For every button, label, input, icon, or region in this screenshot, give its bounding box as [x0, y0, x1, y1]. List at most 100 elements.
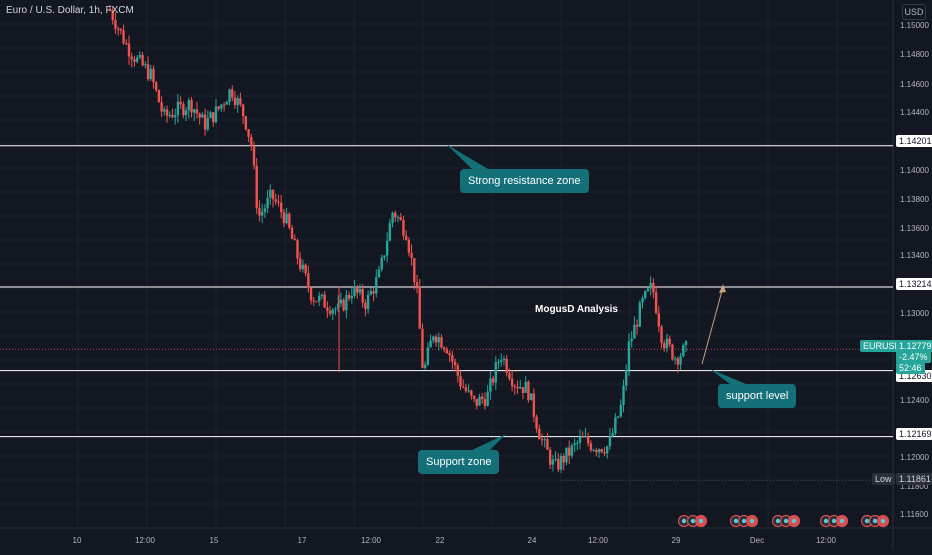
candle-body [429, 340, 432, 348]
candle-body [334, 308, 337, 310]
candle-body [546, 439, 549, 450]
candle-body [521, 387, 525, 393]
economic-event-icon-dot [749, 518, 755, 524]
candle-body [595, 450, 598, 453]
candle-body [548, 449, 552, 465]
candle-body [630, 338, 633, 342]
price-tick-label: 1.13600 [900, 224, 929, 233]
candle-body [364, 302, 367, 310]
candle-body [470, 390, 473, 396]
economic-event-icon-dot [741, 518, 747, 524]
economic-event-icon-dot [872, 518, 878, 524]
candle-body [467, 390, 470, 392]
candle-body [266, 197, 269, 209]
candle-body [328, 310, 332, 314]
candle-body [437, 337, 440, 343]
candle-body [214, 106, 218, 123]
currency-selector[interactable]: USD [902, 4, 926, 20]
candle-body [646, 288, 650, 291]
candle-body [203, 114, 207, 130]
candle-body [252, 146, 256, 166]
candle-body [451, 355, 454, 362]
candle-body [152, 68, 155, 83]
candle-body [190, 100, 193, 113]
candle-body [481, 396, 484, 400]
time-tick-label: 17 [298, 536, 307, 545]
candle-body [513, 386, 517, 388]
resistance-callout[interactable]: Strong resistance zone [460, 169, 589, 193]
candle-body [231, 89, 234, 98]
candle-body [565, 447, 568, 463]
candle-body [402, 219, 405, 236]
economic-event-icon-dot [681, 518, 687, 524]
candle-body [516, 386, 519, 389]
candle-body [198, 113, 201, 118]
candle-body [508, 373, 511, 379]
support-level-callout[interactable]: support level [718, 384, 797, 408]
candle-body [323, 294, 326, 308]
candle-body [277, 201, 280, 203]
candle-body [377, 269, 381, 278]
candle-body [529, 393, 533, 401]
candle-body [616, 416, 620, 418]
candle-body [179, 101, 182, 105]
candle-body [671, 344, 674, 360]
candle-body [345, 294, 348, 311]
candle-body [350, 296, 354, 299]
candle-body [418, 286, 421, 329]
candle-body [570, 445, 574, 456]
candle-body [644, 290, 647, 298]
economic-event-icon-dot [733, 518, 739, 524]
candle-body [502, 358, 506, 361]
candle-body [554, 458, 557, 460]
candle-body [201, 114, 204, 118]
support-zone-callout[interactable]: Support zone [418, 450, 500, 474]
candle-body [394, 212, 397, 218]
candle-body [165, 109, 169, 116]
economic-event-icon-dot [690, 518, 696, 524]
candle-body [635, 324, 639, 327]
candle-body [489, 378, 492, 392]
price-tick-label: 1.13400 [900, 251, 929, 260]
candle-body [133, 59, 136, 62]
candle-body [407, 239, 411, 253]
candle-body [432, 336, 435, 341]
price-tick-label: 1.14400 [900, 108, 929, 117]
candle-body [606, 446, 609, 454]
economic-event-icon-dot [839, 518, 845, 524]
candle-body [589, 443, 593, 451]
price-tick-label: 1.15000 [900, 21, 929, 30]
candle-body [578, 436, 582, 443]
candle-body [127, 43, 131, 57]
candle-body [282, 212, 286, 224]
time-tick-label: 29 [672, 536, 681, 545]
candle-body [540, 439, 544, 441]
candle-body [125, 43, 128, 45]
candle-body [358, 289, 362, 293]
candle-body [483, 399, 487, 406]
candle-body [459, 375, 462, 387]
candle-body [372, 291, 375, 294]
candle-body [385, 240, 389, 256]
support-level-callout-pointer [710, 369, 746, 384]
candle-body [396, 217, 400, 219]
candle-body [625, 370, 628, 386]
candle-body [440, 337, 443, 348]
candle-body [138, 54, 142, 58]
level-tag-resistance-low: 1.13214 [896, 278, 932, 290]
candle-body [274, 199, 277, 202]
price-tick-label: 1.14600 [900, 80, 929, 89]
candle-body [244, 116, 248, 130]
candle-body [434, 336, 438, 343]
candle-body [581, 436, 584, 438]
candle-body [500, 360, 503, 362]
candle-body [217, 106, 220, 109]
candle-body [298, 258, 302, 270]
time-tick-label: 12:00 [135, 536, 156, 545]
candle-body [641, 297, 644, 303]
candle-body [108, 10, 112, 11]
price-tick-label: 1.12000 [900, 453, 929, 462]
time-tick-label: 15 [210, 536, 219, 545]
